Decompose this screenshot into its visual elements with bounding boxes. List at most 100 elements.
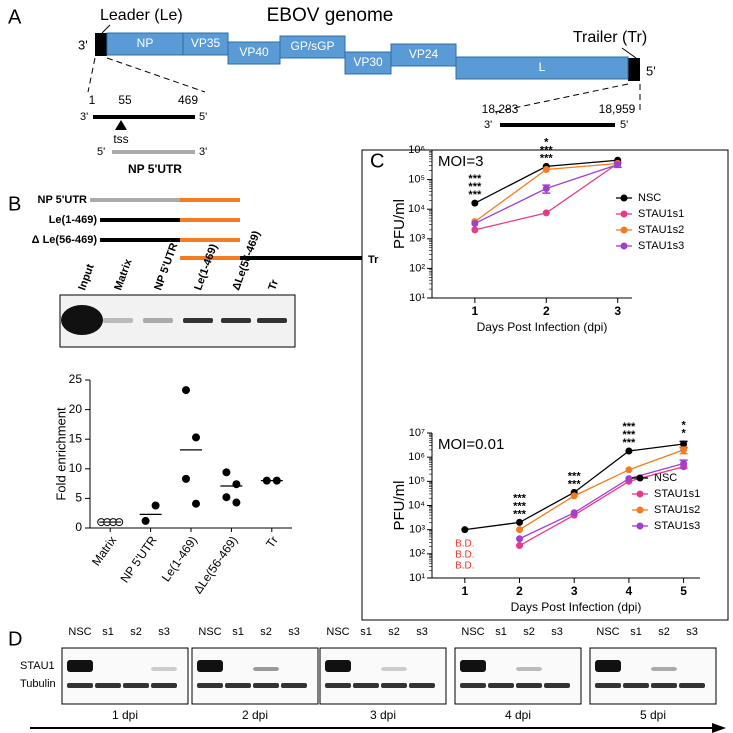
blot-band xyxy=(595,683,621,688)
blot-band xyxy=(353,683,379,688)
y-tick-label: 10⁴ xyxy=(408,499,425,511)
lane-label: NSC xyxy=(596,626,619,638)
lane-label: s1 xyxy=(495,626,507,638)
significance-label: *** xyxy=(513,508,527,520)
blot-band xyxy=(544,683,570,688)
y-tick-label: 10⁵ xyxy=(408,174,425,186)
data-point xyxy=(151,501,160,510)
chart-annotation: MOI=3 xyxy=(438,153,483,170)
lane-label: NSC xyxy=(198,626,221,638)
chart-annotation: MOI=0.01 xyxy=(438,436,504,453)
y-tick-label: 10¹ xyxy=(409,572,425,584)
row-label: Tubulin xyxy=(20,678,56,690)
legend-marker xyxy=(636,490,644,498)
legend-marker xyxy=(636,522,644,530)
legend-label: STAU1s2 xyxy=(638,224,684,236)
y-tick-label: 20 xyxy=(69,402,83,416)
utr-label: NP 5'UTR xyxy=(128,162,182,176)
panel-label: B xyxy=(8,193,21,215)
y-tick-label: 10³ xyxy=(409,524,425,536)
lane-label: NSC xyxy=(326,626,349,638)
data-point xyxy=(516,526,524,534)
blot-band xyxy=(225,683,251,688)
position-label: 469 xyxy=(178,93,198,107)
lane-label: s1 xyxy=(360,626,372,638)
panel-label: D xyxy=(8,628,22,650)
data-point xyxy=(680,440,688,448)
y-tick-label: 10² xyxy=(409,262,425,274)
data-point xyxy=(680,459,688,467)
data-point xyxy=(182,474,190,483)
gel-band xyxy=(103,318,133,323)
series-line xyxy=(519,466,684,547)
lane-label: s2 xyxy=(658,626,670,638)
data-point xyxy=(680,446,688,454)
lane-label: s3 xyxy=(158,626,170,638)
blot xyxy=(61,647,189,705)
series-line xyxy=(519,462,684,540)
blot xyxy=(191,647,319,705)
lane-label: s3 xyxy=(686,626,698,638)
legend-marker xyxy=(620,194,628,202)
panel-c-frame xyxy=(361,149,729,621)
data-point xyxy=(222,468,231,477)
lane-label: s1 xyxy=(102,626,114,638)
gel-lane-label: NP 5'UTR xyxy=(152,241,180,292)
significance-label: *** xyxy=(622,421,636,433)
data-point xyxy=(570,509,578,517)
blot-band xyxy=(623,683,649,688)
x-tick-label: 5 xyxy=(680,584,687,598)
lane-label: s1 xyxy=(232,626,244,638)
tss-marker xyxy=(115,120,127,130)
zoom-line xyxy=(87,57,96,93)
legend-marker xyxy=(636,506,644,514)
legend-label: STAU1s3 xyxy=(638,240,684,252)
data-point xyxy=(222,493,231,502)
data-point xyxy=(542,209,550,217)
blot-band xyxy=(409,683,435,688)
data-point xyxy=(461,526,469,534)
position-label: 18,283 xyxy=(482,102,519,116)
gel-band xyxy=(61,305,103,335)
y-tick-label: 10 xyxy=(69,461,83,475)
data-point xyxy=(471,219,479,227)
significance-label: *** xyxy=(568,478,582,490)
blot-band xyxy=(151,667,177,671)
end-label: 3' xyxy=(80,111,88,123)
end-label: 5' xyxy=(199,111,207,123)
timepoint-label: 5 dpi xyxy=(640,708,666,722)
y-tick-label: 5 xyxy=(75,491,82,505)
lane-label: s2 xyxy=(260,626,272,638)
timepoint-label: 2 dpi xyxy=(242,708,268,722)
gene-label: VP24 xyxy=(409,47,439,61)
construct-label: Δ Le(56-469) xyxy=(32,234,98,246)
row-label: STAU1 xyxy=(20,660,55,672)
y-axis-title: PFU/ml xyxy=(391,481,408,531)
construct-label: NP 5'UTR xyxy=(38,194,88,206)
x-tick-label: 4 xyxy=(626,584,633,598)
significance-label: *** xyxy=(468,189,482,201)
blot-band xyxy=(460,683,486,688)
data-point xyxy=(516,542,524,550)
data-point xyxy=(471,199,479,207)
end-label: 3' xyxy=(484,119,492,131)
x-tick-label: 2 xyxy=(516,584,523,598)
blot-band xyxy=(197,683,223,688)
end-label: 5' xyxy=(620,119,628,131)
x-tick-label: 3 xyxy=(614,304,621,318)
y-axis-title: Fold enrichment xyxy=(53,407,68,501)
below-detection-label: B.D. xyxy=(455,550,474,561)
zoom-line xyxy=(494,83,629,113)
legend-label: STAU1s2 xyxy=(654,504,700,516)
legend-label: STAU1s1 xyxy=(654,488,700,500)
blot-band xyxy=(325,660,351,672)
end-label: 3' xyxy=(199,146,207,158)
series-line xyxy=(519,449,684,531)
below-detection-label: B.D. xyxy=(455,561,474,572)
data-point xyxy=(516,535,524,543)
blot xyxy=(319,647,447,705)
data-point xyxy=(516,518,524,526)
blot-band xyxy=(595,660,621,672)
below-detection-label: B.D. xyxy=(455,539,474,550)
significance-label: *** xyxy=(513,492,527,504)
